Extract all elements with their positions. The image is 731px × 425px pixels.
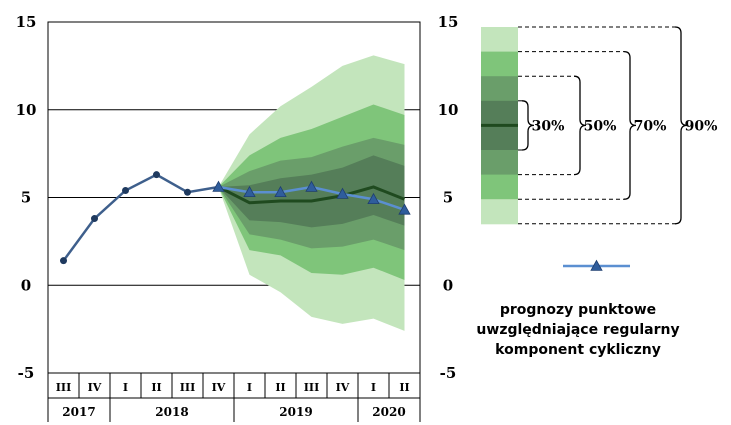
legend: 30% 50% 70% 90%: [481, 26, 718, 271]
history-line: [62, 173, 219, 262]
x-tick-label: III: [56, 381, 71, 394]
y-tick-label-right: 5: [443, 189, 453, 207]
legend-point-forecast-marker: [590, 259, 603, 271]
year-label: 2020: [372, 405, 405, 419]
legend-swatch-70pct: [481, 174, 518, 200]
legend-bracket: [623, 50, 637, 200]
history-point: [122, 186, 129, 194]
history-point: [184, 188, 191, 196]
y-tick-label-right: 15: [438, 13, 459, 31]
legend-swatch-30pct: [481, 100, 518, 126]
legend-bracket: [674, 26, 688, 225]
point-forecast-marker: [305, 180, 318, 192]
history-point: [91, 215, 98, 223]
point-forecast-marker: [336, 187, 349, 199]
legend-swatch-90pct: [481, 199, 518, 225]
point-forecast-marker: [243, 185, 256, 198]
year-label: 2019: [279, 405, 312, 419]
x-tick-label: II: [275, 381, 285, 394]
y-tick-label-right: 0: [443, 276, 453, 294]
year-label: 2018: [155, 405, 188, 419]
y-tick-label-right: -5: [440, 364, 457, 382]
x-tick-label: I: [247, 381, 252, 394]
y-tick-label-left: 0: [21, 276, 31, 294]
history-point: [153, 171, 160, 179]
x-tick-label: I: [371, 381, 376, 394]
legend-swatch-50pct: [481, 76, 518, 102]
x-tick-label: I: [123, 381, 128, 394]
year-label: 2017: [62, 405, 95, 419]
x-tick-label: II: [399, 381, 409, 394]
central-path-line: [217, 185, 406, 205]
legend-bracket: [521, 100, 535, 151]
y-tick-label-right: 10: [438, 101, 459, 119]
point-forecast-marker: [274, 185, 287, 198]
legend-band-label: 50%: [584, 118, 617, 134]
legend-band-label: 30%: [532, 118, 565, 134]
x-tick-label: III: [180, 381, 195, 394]
y-tick-label-left: 15: [16, 13, 37, 31]
point-forecast-marker: [367, 192, 380, 205]
legend-swatch-90pct: [481, 27, 518, 53]
x-tick-label: IV: [212, 381, 226, 394]
y-tick-label-left: 10: [16, 101, 37, 119]
legend-point-forecast-label: prognozy punktowe uwzględniające regular…: [476, 302, 680, 358]
x-tick-label: II: [151, 381, 161, 394]
legend-band-label: 70%: [634, 118, 667, 134]
x-tick-label: IV: [336, 381, 350, 394]
point-forecast-marker: [212, 180, 225, 192]
plot-area: [47, 21, 421, 374]
legend-band-label: 90%: [685, 118, 718, 134]
history-point: [60, 257, 67, 265]
legend-swatch-70pct: [481, 51, 518, 77]
legend-swatch-30pct: [481, 125, 518, 151]
x-tick-label: IV: [88, 381, 102, 394]
y-tick-label-left: 5: [21, 189, 31, 207]
point-forecast-marker: [398, 203, 411, 215]
y-tick-label-left: -5: [18, 364, 35, 382]
x-tick-label: III: [304, 381, 319, 394]
legend-swatch-50pct: [481, 150, 518, 176]
legend-bracket: [573, 75, 587, 176]
